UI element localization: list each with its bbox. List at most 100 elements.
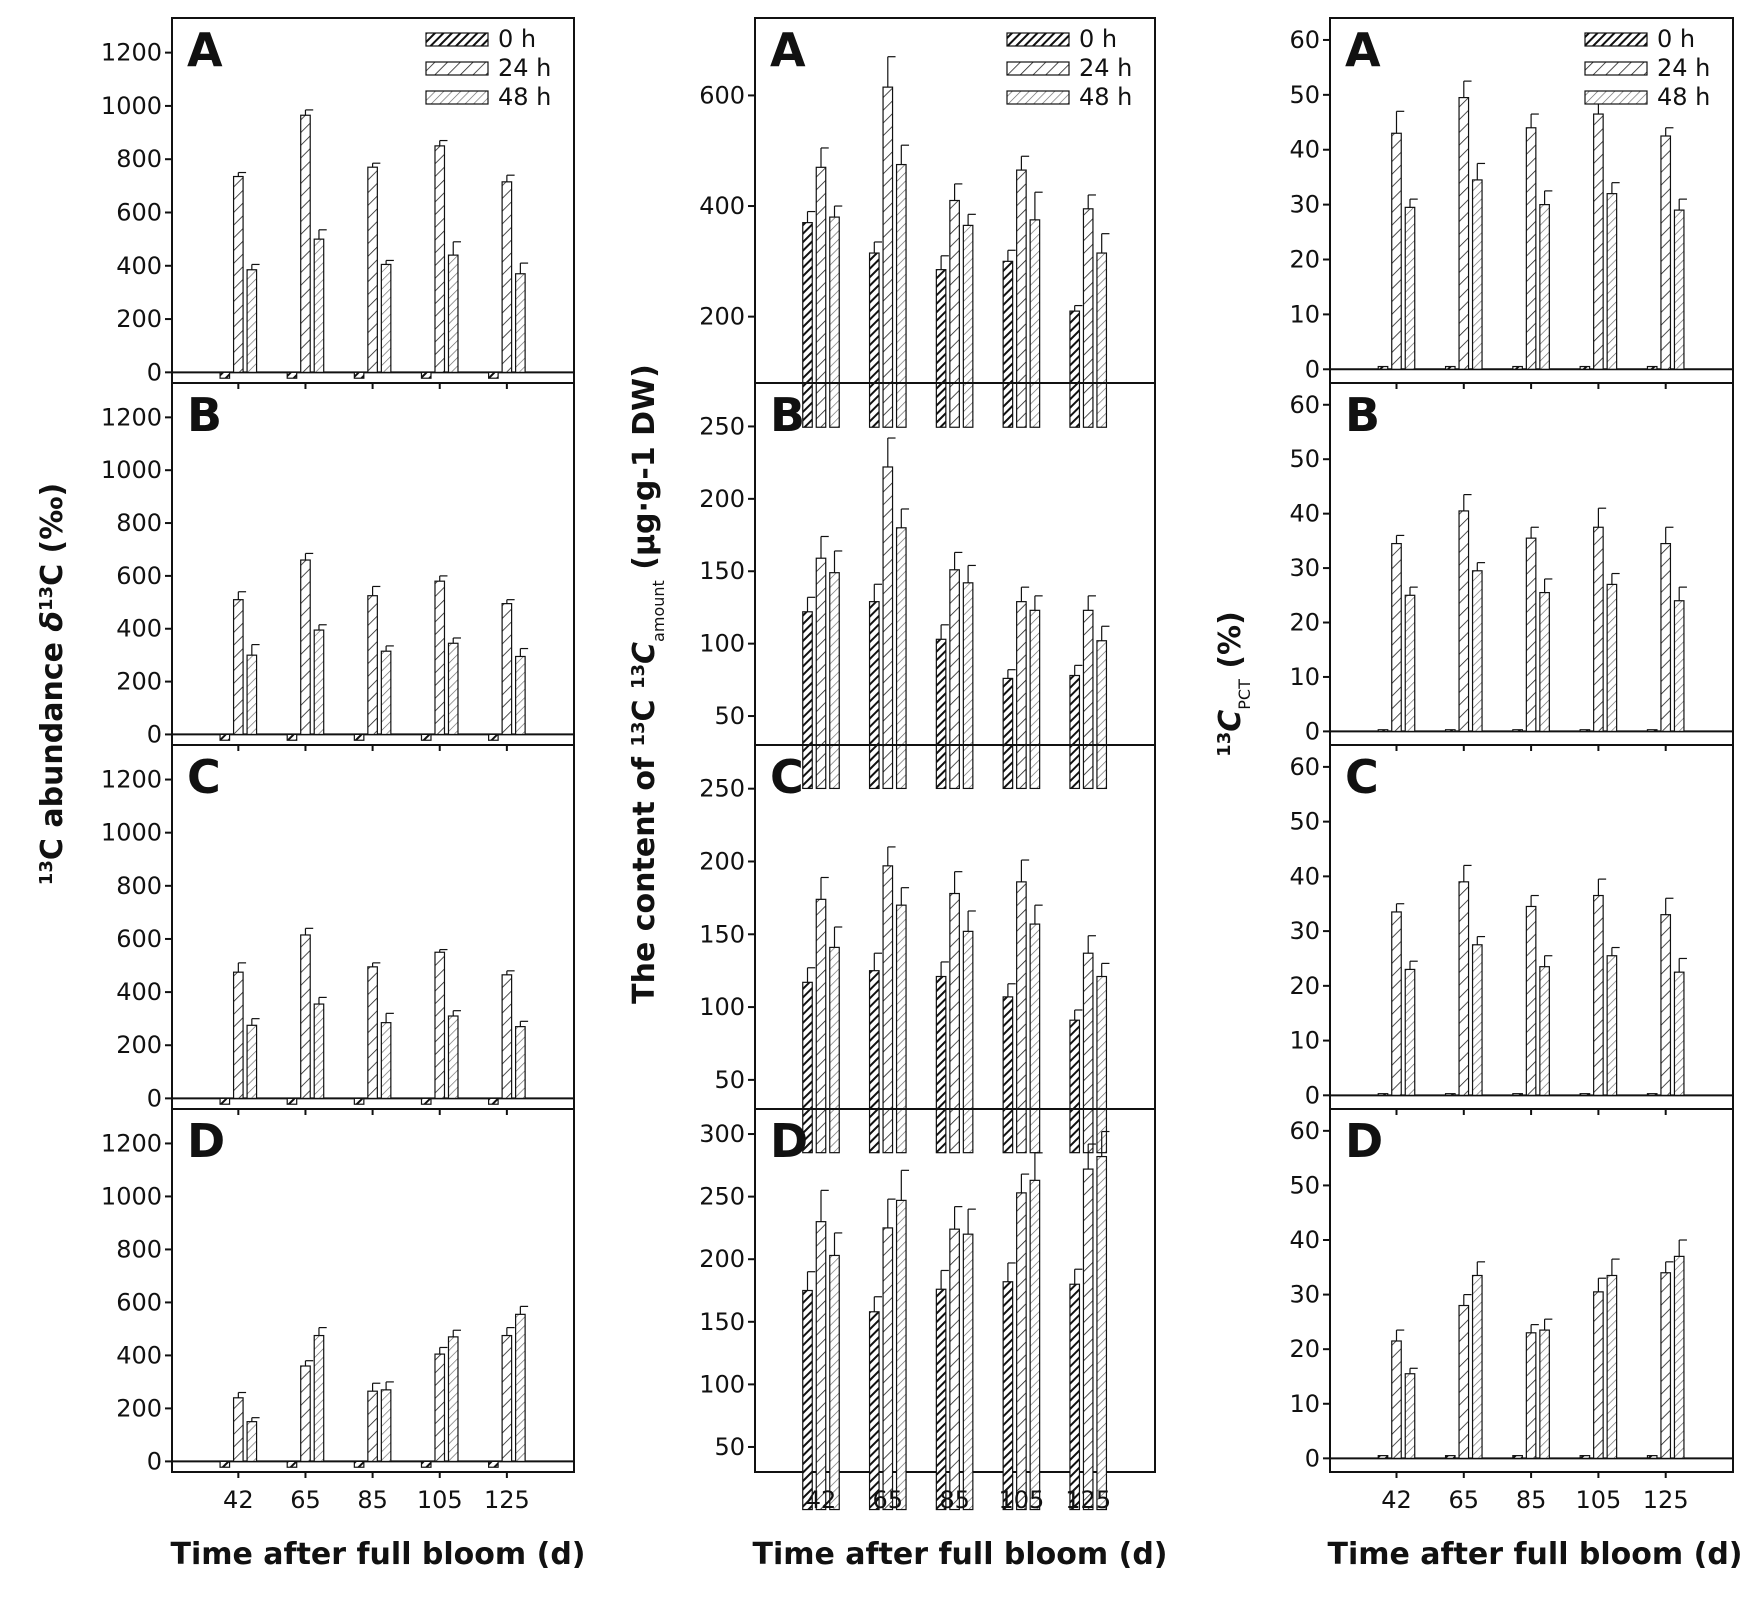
bar-24h-65 [300, 559, 311, 736]
panel-3-c: 0 10 20 30 40 50 60 C [1289, 744, 1734, 1115]
bar-24h-125 [501, 1334, 513, 1463]
y-tick-label: 30 [1289, 554, 1320, 582]
bar-24h-65 [882, 1227, 894, 1511]
bar-48h-65 [313, 629, 325, 736]
panel-3-b: 0 10 20 30 40 50 60 B [1289, 382, 1734, 751]
panel-2-c: 50 100 150 200 250 C [699, 744, 1156, 1154]
bar-0h-65 [286, 371, 298, 379]
bar-48h-65 [895, 527, 907, 790]
y-tick-label: 400 [116, 615, 162, 643]
y-tick-label: 40 [1289, 1226, 1320, 1254]
x-tick-label: 85 [939, 1486, 970, 1514]
y-tick-label: 1200 [101, 39, 162, 67]
bar-24h-105 [1016, 1192, 1027, 1511]
panel-letter: B [187, 388, 222, 442]
x-tick-label: 42 [223, 1486, 254, 1514]
y-tick-label: 0 [147, 1084, 162, 1112]
y-tick-label: 200 [116, 1394, 162, 1422]
y-tick-label: 60 [1289, 1117, 1320, 1145]
bar-24h-85 [949, 569, 960, 790]
panel-2-b: 50 100 150 200 250 B [699, 382, 1156, 790]
y-tick-label: 10 [1289, 1390, 1320, 1418]
y-tick-label: 1000 [101, 92, 162, 120]
bar-24h-65 [1458, 1304, 1470, 1459]
bar-0h-85 [935, 975, 947, 1154]
bar-24h-85 [1525, 1332, 1537, 1459]
y-tick-label: 10 [1289, 1027, 1320, 1055]
y-axis-title-col3-c: C [1213, 710, 1248, 732]
bar-0h-125 [1646, 365, 1658, 370]
bar-48h-65 [1471, 944, 1483, 1096]
bar-48h-125 [515, 1313, 526, 1463]
bar-24h-85 [367, 166, 378, 373]
bar-0h-105 [1002, 996, 1014, 1154]
bar-24h-42 [815, 557, 827, 790]
y-axis-title-col3-sub: PCT [1235, 679, 1254, 710]
y-axis-title-col3: 13CPCT (%) [1213, 611, 1254, 757]
y-axis-title-col2-sup2: 13 [628, 664, 649, 689]
y-tick-label: 1200 [101, 403, 162, 431]
bar-0h-65 [286, 1460, 298, 1468]
bar-48h-85 [380, 650, 392, 736]
y-tick-label: 30 [1289, 917, 1320, 945]
y-axis-title-col1-sup2: 13 [36, 586, 57, 611]
bar-48h-65 [1471, 570, 1483, 732]
y-tick-label: 200 [116, 668, 162, 696]
bar-0h-42 [1377, 365, 1389, 370]
bar-0h-42 [802, 611, 813, 790]
bar-24h-42 [815, 898, 827, 1154]
panel-2-d: 50 100 150 200 250 300 D 42 65 85 105 125 [699, 1108, 1156, 1514]
bar-24h-42 [232, 971, 244, 1099]
y-tick-label: 250 [699, 412, 745, 440]
bar-48h-85 [380, 1022, 392, 1099]
y-tick-label: 200 [116, 305, 162, 333]
bar-0h-105 [420, 733, 432, 741]
y-tick-label: 0 [1305, 355, 1320, 383]
bar-24h-65 [300, 114, 311, 373]
bar-24h-65 [1458, 881, 1470, 1096]
y-axis-title-col3-sup: 13 [1214, 732, 1235, 757]
y-tick-label: 40 [1289, 862, 1320, 890]
bar-0h-42 [219, 371, 231, 379]
bar-48h-85 [1539, 1329, 1550, 1459]
legend-swatch-24h [1006, 61, 1070, 76]
bar-24h-85 [367, 1390, 378, 1463]
bar-24h-42 [1391, 542, 1402, 732]
legend-swatch-48h [1006, 90, 1070, 105]
bar-48h-42 [1404, 594, 1416, 732]
bar-48h-42 [1404, 206, 1416, 370]
legend-label-24h: 24 h [1657, 54, 1710, 82]
bar-48h-85 [1539, 591, 1550, 732]
x-tick-label: 125 [484, 1486, 530, 1514]
bar-24h-105 [1593, 894, 1604, 1096]
panel-letter: D [770, 1114, 808, 1168]
y-tick-label: 10 [1289, 663, 1320, 691]
x-tick-label: 65 [290, 1486, 321, 1514]
y-axis-title-col1-main: C abundance [35, 632, 70, 861]
bar-0h-105 [1002, 1281, 1014, 1511]
y-tick-label: 20 [1289, 1335, 1320, 1363]
bar-48h-105 [1606, 1274, 1618, 1459]
legend-swatch-48h [425, 90, 489, 105]
bar-0h-65 [1444, 729, 1456, 732]
y-tick-label: 600 [699, 81, 745, 109]
bar-0h-42 [219, 1460, 231, 1468]
panel-1-c: 0 200 400 600 800 1000 1200 C [101, 744, 575, 1115]
bar-24h-105 [434, 1353, 446, 1463]
bar-48h-105 [1029, 609, 1041, 790]
bar-24h-125 [1082, 609, 1094, 790]
bar-24h-105 [434, 951, 446, 1099]
bar-0h-105 [1579, 1093, 1591, 1096]
y-axis-title-col2-c1: C [627, 689, 662, 721]
bar-24h-65 [882, 86, 894, 428]
bar-0h-42 [802, 1289, 813, 1511]
y-tick-label: 400 [116, 978, 162, 1006]
bar-24h-125 [1082, 1168, 1094, 1511]
legend-label-48h: 48 h [498, 83, 551, 111]
panel-2-a: 200 400 600 A 0 h24 h48 h [699, 17, 1156, 428]
bar-0h-85 [935, 1288, 947, 1511]
x-tick-label: 125 [1065, 1486, 1111, 1514]
bar-24h-105 [434, 580, 446, 736]
bar-48h-105 [447, 1015, 459, 1099]
